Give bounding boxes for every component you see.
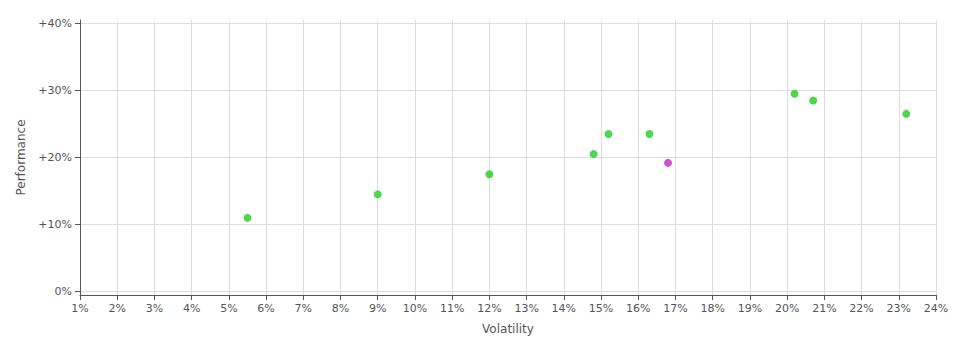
svg-text:20%: 20% [775,302,799,315]
svg-text:6%: 6% [257,302,274,315]
svg-text:11%: 11% [440,302,464,315]
svg-text:16%: 16% [626,302,650,315]
svg-text:+10%: +10% [38,218,72,231]
svg-text:1%: 1% [71,302,88,315]
svg-text:19%: 19% [738,302,762,315]
svg-text:12%: 12% [477,302,501,315]
svg-text:9%: 9% [369,302,386,315]
svg-text:5%: 5% [220,302,237,315]
svg-text:+20%: +20% [38,151,72,164]
svg-text:2%: 2% [108,302,125,315]
svg-text:+40%: +40% [38,17,72,30]
svg-text:7%: 7% [295,302,312,315]
svg-text:21%: 21% [812,302,836,315]
svg-text:13%: 13% [514,302,538,315]
svg-text:3%: 3% [146,302,163,315]
svg-text:Volatility: Volatility [482,322,534,336]
svg-text:22%: 22% [849,302,873,315]
svg-text:10%: 10% [403,302,427,315]
svg-text:23%: 23% [887,302,911,315]
svg-text:14%: 14% [552,302,576,315]
svg-text:24%: 24% [924,302,948,315]
svg-text:Performance: Performance [14,119,28,195]
svg-text:18%: 18% [700,302,724,315]
svg-text:0%: 0% [55,285,72,298]
svg-text:17%: 17% [663,302,687,315]
svg-text:+30%: +30% [38,84,72,97]
svg-text:15%: 15% [589,302,613,315]
svg-text:4%: 4% [183,302,200,315]
svg-text:8%: 8% [332,302,349,315]
